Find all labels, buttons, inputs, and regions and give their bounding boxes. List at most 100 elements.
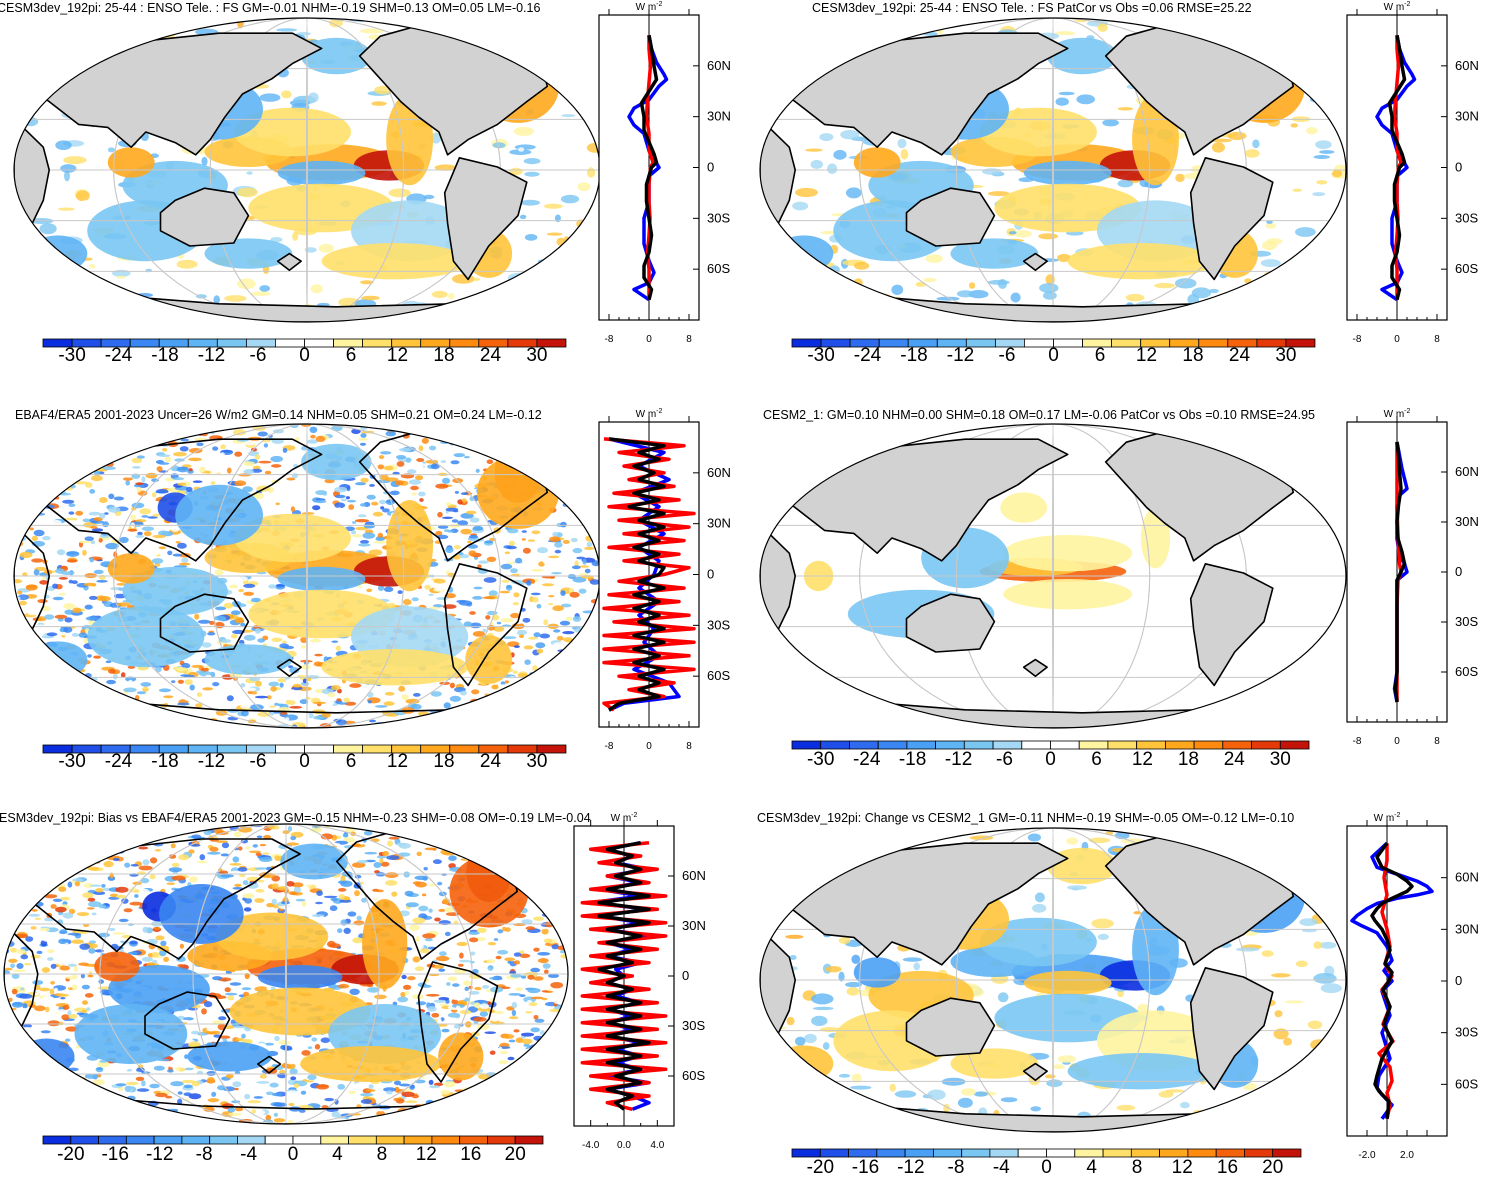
colorbar-label: -12: [947, 345, 974, 366]
field-cell: [443, 702, 451, 709]
field-cell: [872, 304, 883, 310]
field-cell: [331, 1111, 341, 1118]
field-cell: [46, 860, 52, 867]
longitude-line: [1052, 424, 1054, 728]
field-cell: [143, 1115, 148, 1119]
field-cell: [47, 1068, 55, 1074]
field-cell: [50, 436, 56, 441]
field-cell: [23, 490, 37, 496]
colorbar-swatch: [1136, 740, 1166, 750]
field-cell: [22, 1003, 28, 1009]
colorbar-swatch: [1050, 740, 1080, 750]
field-cell: [1191, 287, 1212, 299]
field-cell: [69, 1093, 82, 1098]
field-cell: [14, 608, 18, 615]
field-cell: [55, 906, 67, 913]
field-cell: [520, 869, 533, 873]
field-cell: [24, 490, 36, 494]
field-cell: [121, 716, 128, 723]
field-cell: [197, 619, 211, 624]
field-cell: [448, 510, 456, 517]
continent-australia: [159, 187, 250, 247]
field-cell: [521, 1069, 529, 1076]
field-cell: [56, 1078, 67, 1083]
field-cell: [772, 81, 782, 91]
field-cell: [542, 1115, 547, 1120]
field-cell: [273, 1102, 288, 1107]
field-cell: [256, 1081, 270, 1084]
field-cell: [47, 977, 59, 983]
field-cell: [480, 609, 489, 614]
field-cell: [355, 519, 369, 523]
field-cell: [109, 872, 114, 879]
field-cell: [391, 891, 398, 897]
field-cell: [553, 687, 560, 694]
field-cell: [57, 664, 67, 667]
lat-tick-label: 0: [1455, 160, 1462, 175]
field-anomaly: [87, 606, 205, 668]
field-cell: [570, 660, 578, 664]
field-cell: [433, 999, 447, 1003]
field-cell: [136, 431, 149, 436]
field-cell: [891, 284, 904, 295]
field-cell: [428, 908, 433, 913]
field-cell: [472, 631, 485, 637]
field-cell: [475, 833, 485, 839]
field-cell: [479, 853, 493, 856]
field-cell: [546, 232, 563, 236]
field-cell: [148, 549, 160, 556]
field-cell: [355, 526, 368, 531]
field-cell: [23, 461, 33, 467]
field-cell: [78, 457, 87, 464]
field-cell: [62, 669, 69, 673]
field-cell: [39, 223, 57, 235]
field-cell: [525, 452, 534, 457]
field-cell: [526, 1109, 541, 1114]
field-cell: [558, 447, 571, 454]
field-cell: [578, 500, 583, 504]
field-cell: [1313, 155, 1331, 159]
field-cell: [514, 446, 522, 450]
field-cell: [166, 828, 175, 835]
field-cell: [347, 911, 357, 917]
field-cell: [183, 1017, 194, 1021]
colorbar-label: -24: [105, 345, 133, 366]
field-cell: [68, 710, 73, 713]
field-cell: [488, 590, 498, 597]
field-cell: [498, 1060, 508, 1065]
field-cell: [117, 602, 131, 607]
field-cell: [181, 725, 191, 728]
field-cell: [23, 644, 33, 649]
field-cell: [88, 595, 98, 600]
field-cell: [42, 536, 51, 541]
field-cell: [9, 851, 23, 855]
field-cell: [63, 156, 87, 165]
map-field: [760, 18, 1346, 322]
field-cell: [26, 1055, 33, 1060]
field-cell: [123, 1104, 131, 1108]
field-cell: [154, 563, 161, 567]
field-cell: [38, 1093, 53, 1096]
field-cell: [528, 1002, 538, 1007]
field-cell: [254, 986, 269, 992]
field-cell: [391, 987, 400, 992]
field-cell: [577, 437, 592, 441]
field-cell: [554, 549, 562, 554]
field-cell: [511, 692, 524, 698]
field-cell: [235, 1037, 244, 1042]
field-cell: [892, 18, 901, 24]
field-cell: [6, 908, 18, 914]
field-cell: [312, 701, 327, 705]
field-cell: [75, 190, 90, 202]
field-cell: [39, 987, 50, 992]
field-cell: [232, 985, 239, 991]
field-cell: [315, 490, 327, 496]
field-cell: [33, 529, 45, 537]
profile-line-global: [1393, 441, 1407, 703]
field-cell: [574, 500, 579, 506]
field-cell: [468, 931, 480, 935]
field-cell: [578, 263, 595, 268]
field-cell: [219, 1035, 231, 1039]
field-cell: [1057, 253, 1071, 263]
field-cell: [526, 472, 538, 476]
